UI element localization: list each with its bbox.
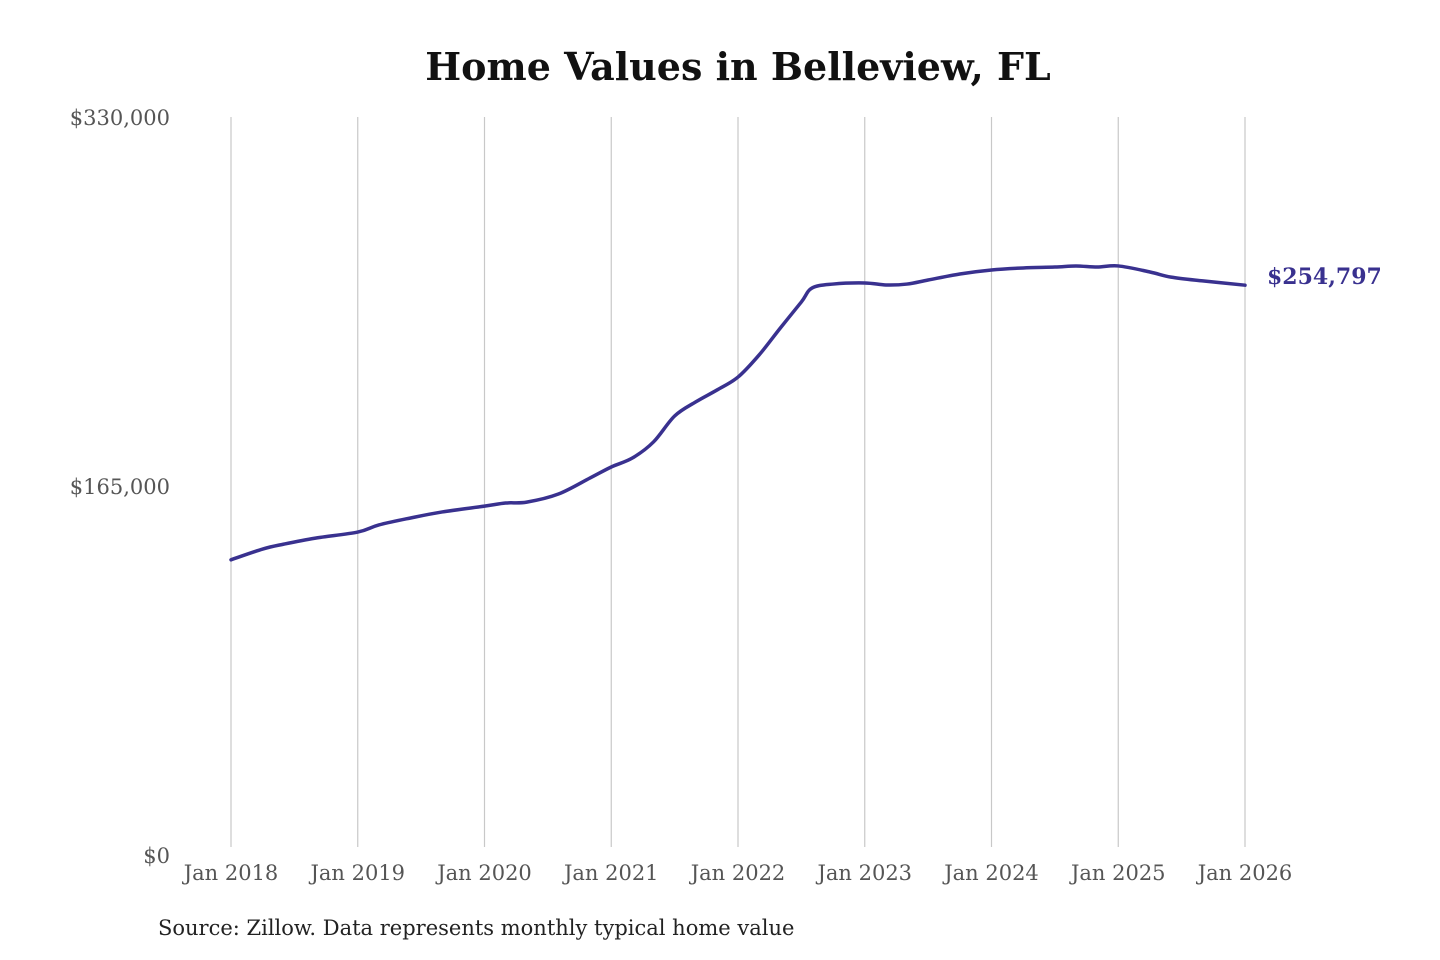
x-tick-label: Jan 2021 xyxy=(562,861,659,885)
chart-title: Home Values in Belleview, FL xyxy=(425,44,1051,89)
x-tick-label: Jan 2026 xyxy=(1196,861,1293,885)
x-tick-label: Jan 2023 xyxy=(815,861,912,885)
x-tick-label: Jan 2024 xyxy=(942,861,1039,885)
y-tick-label: $330,000 xyxy=(70,106,170,130)
x-tick-label: Jan 2025 xyxy=(1069,861,1166,885)
end-value-label: $254,797 xyxy=(1267,264,1382,290)
y-tick-label: $0 xyxy=(143,844,170,868)
x-tick-label: Jan 2022 xyxy=(689,861,786,885)
y-tick-label: $165,000 xyxy=(70,475,170,499)
x-tick-label: Jan 2018 xyxy=(182,861,279,885)
series-line xyxy=(229,264,1247,562)
x-tick-label: Jan 2020 xyxy=(435,861,532,885)
source-note: Source: Zillow. Data represents monthly … xyxy=(158,916,795,940)
x-tick-label: Jan 2019 xyxy=(308,861,405,885)
